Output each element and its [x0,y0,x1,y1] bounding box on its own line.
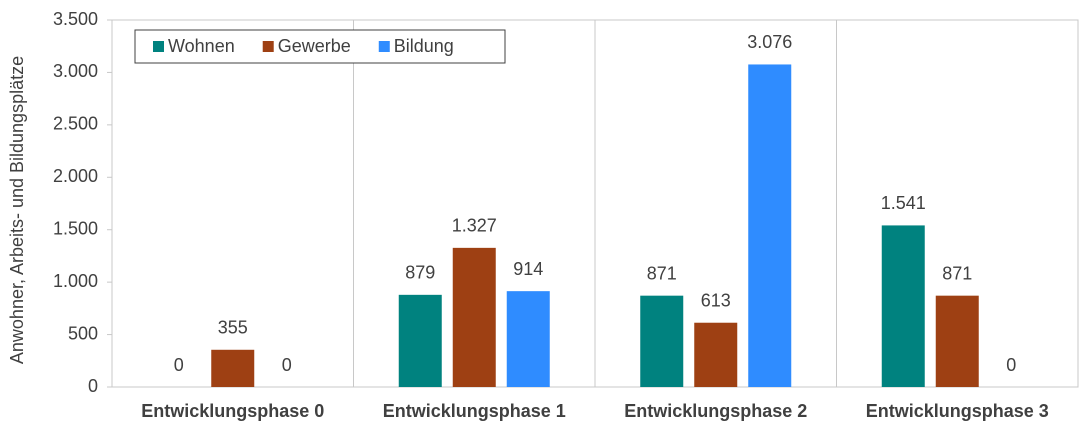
value-label: 871 [942,263,972,283]
y-axis-label: Anwohner, Arbeits- und Bildungsplätze [7,56,27,364]
y-tick-label: 1.500 [53,218,98,238]
y-tick-label: 3.000 [53,61,98,81]
y-tick-label: 2.000 [53,166,98,186]
value-label: 613 [701,290,731,310]
value-label: 1.327 [452,216,497,236]
legend-label: Bildung [394,36,454,56]
legend-label: Gewerbe [278,36,351,56]
y-tick-label: 3.500 [53,9,98,29]
y-tick-label: 500 [68,323,98,343]
value-label: 879 [405,263,435,283]
value-label: 871 [647,263,677,283]
bar [506,291,550,387]
y-tick-label: 2.500 [53,114,98,134]
bar [935,295,979,387]
value-label: 0 [1006,355,1016,375]
bar [211,349,255,387]
x-tick-label: Entwicklungsphase 3 [866,401,1049,421]
value-label: 0 [282,355,292,375]
value-label: 0 [174,355,184,375]
legend-swatch [378,41,390,52]
bar [748,64,792,388]
x-tick-label: Entwicklungsphase 2 [624,401,807,421]
bar [452,247,496,387]
y-tick-label: 0 [88,376,98,396]
legend-swatch [153,41,164,52]
bar [881,225,925,387]
value-label: 355 [218,318,248,338]
value-label: 914 [513,259,543,279]
x-tick-label: Entwicklungsphase 0 [141,401,324,421]
value-label: 1.541 [881,193,926,213]
y-tick-label: 1.000 [53,271,98,291]
x-tick-label: Entwicklungsphase 1 [383,401,566,421]
legend-swatch [262,41,274,52]
bar [398,294,442,387]
bar [640,295,684,387]
bar [694,322,738,387]
legend-box [134,29,506,64]
legend-label: Wohnen [168,36,235,56]
value-label: 3.076 [747,32,792,52]
